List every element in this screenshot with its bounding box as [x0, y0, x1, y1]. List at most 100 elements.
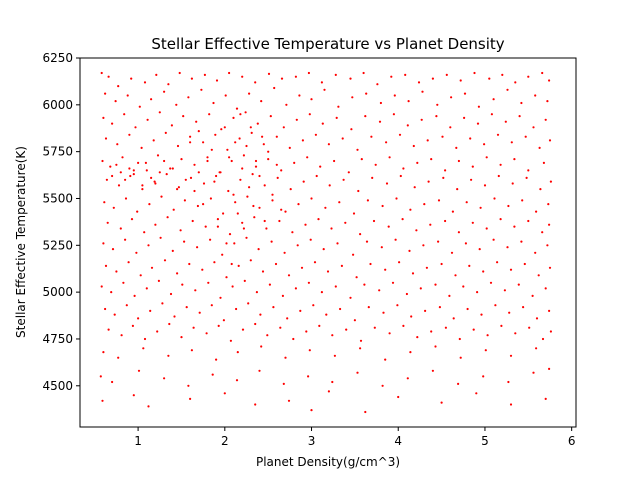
data-point	[493, 197, 496, 200]
data-point	[459, 79, 462, 82]
data-point	[319, 165, 322, 168]
data-point	[477, 105, 480, 108]
data-point	[297, 203, 300, 206]
data-point	[215, 174, 218, 178]
data-point	[111, 122, 114, 125]
data-point	[434, 345, 437, 348]
data-point	[335, 116, 338, 119]
data-point	[370, 135, 373, 138]
data-point	[189, 397, 192, 400]
data-point	[119, 227, 122, 230]
data-point	[117, 356, 120, 359]
data-point	[365, 240, 369, 243]
data-point	[507, 204, 510, 208]
data-point	[299, 309, 302, 312]
data-point	[164, 131, 167, 134]
data-point	[144, 161, 147, 164]
data-point	[124, 178, 127, 181]
data-point	[254, 159, 258, 163]
data-point	[245, 144, 248, 148]
data-point	[138, 105, 141, 108]
data-point	[176, 144, 180, 148]
data-point	[153, 180, 156, 183]
data-point	[302, 180, 305, 183]
data-point	[145, 169, 148, 172]
data-point	[548, 223, 551, 226]
data-point	[401, 218, 404, 221]
data-point	[331, 334, 334, 337]
data-point	[183, 199, 186, 202]
x-axis-ticks: 1 2 3 4 5 6	[134, 427, 575, 448]
y-axis-ticks: 4500 4750 5000 5250 5500 5750 6000 6250	[42, 51, 80, 393]
data-point	[116, 143, 119, 146]
data-point	[278, 219, 281, 223]
data-point	[327, 390, 330, 393]
data-point	[143, 337, 147, 341]
data-point	[268, 283, 271, 286]
data-point	[177, 186, 180, 189]
data-point	[258, 206, 261, 209]
data-point	[273, 86, 276, 90]
data-point	[338, 201, 341, 204]
data-point	[451, 210, 454, 213]
data-point	[471, 221, 474, 224]
data-point	[124, 238, 127, 241]
data-point	[266, 334, 269, 337]
x-tick-label: 1	[134, 434, 142, 448]
data-point	[226, 148, 229, 151]
data-point	[312, 304, 315, 307]
data-point	[444, 169, 447, 172]
data-point	[402, 324, 405, 327]
data-point	[284, 210, 287, 213]
data-point	[111, 174, 114, 178]
data-point	[160, 195, 163, 198]
data-point	[506, 88, 509, 91]
data-point	[102, 242, 105, 245]
data-point	[135, 251, 138, 254]
data-point	[272, 306, 275, 309]
data-point	[452, 317, 455, 320]
data-point	[406, 124, 409, 127]
data-point	[115, 270, 118, 273]
data-point	[405, 292, 408, 296]
data-point	[130, 218, 134, 221]
data-point	[117, 184, 121, 187]
data-point	[440, 262, 443, 266]
data-point	[267, 72, 271, 75]
data-point	[220, 128, 223, 131]
data-point	[104, 92, 107, 95]
data-point	[465, 201, 468, 204]
data-point	[167, 83, 170, 86]
data-point	[404, 73, 407, 76]
data-point	[499, 218, 502, 221]
data-point	[339, 307, 342, 311]
data-point	[202, 141, 205, 144]
data-point	[259, 313, 262, 316]
data-point	[187, 96, 190, 99]
data-point	[113, 313, 116, 316]
data-point	[305, 330, 308, 333]
data-point	[496, 261, 499, 264]
data-point	[209, 197, 212, 200]
data-point	[308, 349, 311, 352]
data-point	[535, 347, 538, 350]
data-point	[410, 315, 413, 318]
data-point	[189, 135, 192, 138]
data-point	[499, 163, 502, 166]
data-point	[548, 367, 551, 370]
data-point	[349, 77, 352, 80]
data-point	[518, 115, 521, 118]
data-point	[261, 135, 264, 138]
data-point	[356, 148, 359, 151]
data-point	[271, 199, 274, 202]
data-point	[336, 242, 339, 245]
data-point	[150, 266, 154, 269]
y-tick-label: 6000	[42, 98, 73, 112]
data-point	[528, 326, 531, 329]
data-point	[362, 71, 365, 75]
data-point	[457, 159, 460, 163]
data-point	[217, 324, 220, 327]
data-point	[205, 332, 208, 335]
data-point	[538, 146, 541, 149]
data-point	[241, 328, 245, 331]
